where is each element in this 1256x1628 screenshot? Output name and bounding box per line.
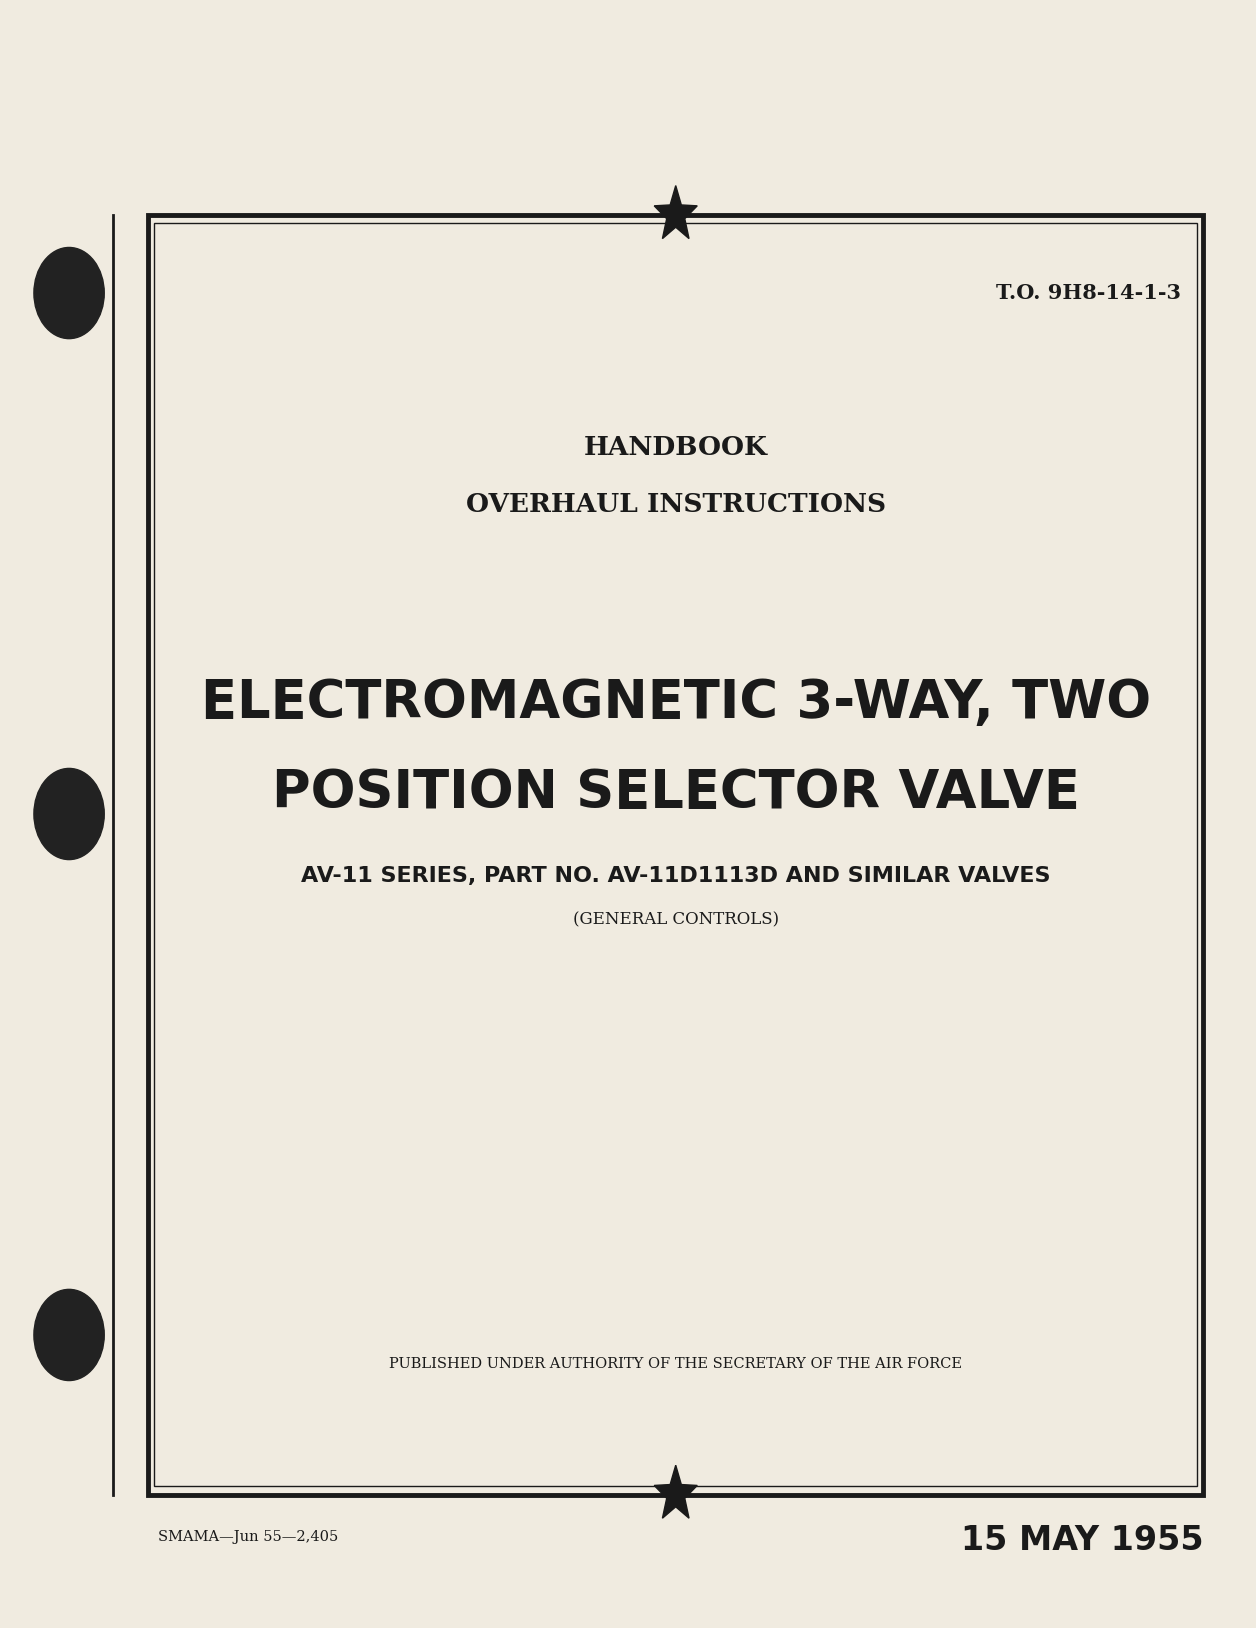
Polygon shape xyxy=(654,186,697,239)
Text: OVERHAUL INSTRUCTIONS: OVERHAUL INSTRUCTIONS xyxy=(466,492,885,518)
Text: PUBLISHED UNDER AUTHORITY OF THE SECRETARY OF THE AIR FORCE: PUBLISHED UNDER AUTHORITY OF THE SECRETA… xyxy=(389,1358,962,1371)
Text: T.O. 9H8-14-1-3: T.O. 9H8-14-1-3 xyxy=(996,283,1181,303)
Text: AV-11 SERIES, PART NO. AV-11D1113D AND SIMILAR VALVES: AV-11 SERIES, PART NO. AV-11D1113D AND S… xyxy=(301,866,1050,886)
Text: (GENERAL CONTROLS): (GENERAL CONTROLS) xyxy=(573,912,779,928)
Text: 15 MAY 1955: 15 MAY 1955 xyxy=(961,1524,1203,1556)
Text: POSITION SELECTOR VALVE: POSITION SELECTOR VALVE xyxy=(271,767,1080,819)
Circle shape xyxy=(34,247,104,339)
Bar xyxy=(154,223,1197,1486)
Bar xyxy=(148,215,1203,1495)
Polygon shape xyxy=(654,1465,697,1519)
Circle shape xyxy=(34,768,104,860)
Text: SMAMA—Jun 55—2,405: SMAMA—Jun 55—2,405 xyxy=(158,1530,339,1545)
Text: HANDBOOK: HANDBOOK xyxy=(584,435,767,461)
Text: ELECTROMAGNETIC 3-WAY, TWO: ELECTROMAGNETIC 3-WAY, TWO xyxy=(201,677,1150,729)
Circle shape xyxy=(34,1289,104,1381)
